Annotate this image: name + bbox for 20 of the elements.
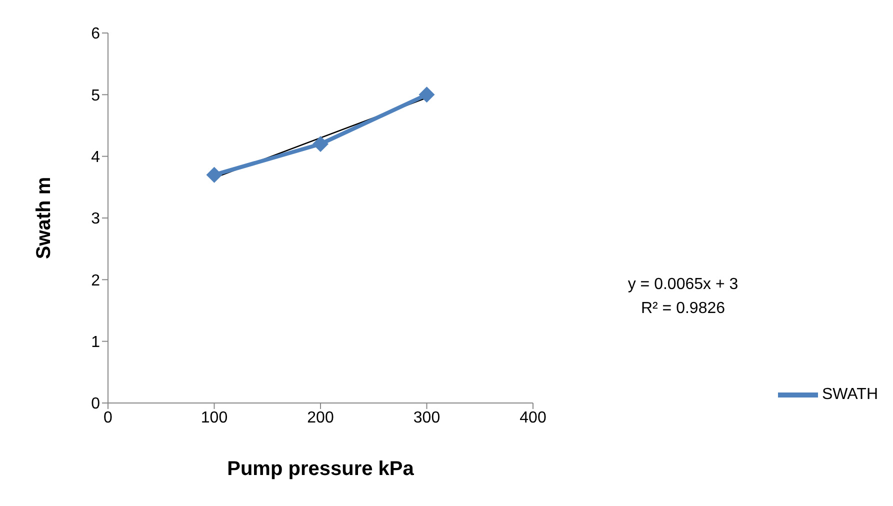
point <box>418 86 435 103</box>
y-tick-label: 4 <box>91 149 100 166</box>
text: y = 0.0065x + 3 <box>626 276 740 294</box>
y-tick-label: 5 <box>91 87 100 104</box>
y-tick-label: 3 <box>91 210 100 228</box>
y-tick-label: 1 <box>91 334 100 352</box>
x-tick-label: 0 <box>104 409 113 426</box>
x-tick-label: 300 <box>413 409 440 426</box>
y-tick-label: 2 <box>91 272 100 290</box>
y-axis-title: Swath m <box>33 176 56 260</box>
y-tick-label: 6 <box>91 26 100 43</box>
legend-label: SWATH <box>822 386 878 404</box>
point <box>312 136 328 152</box>
x-axis-title: Pump pressure kPa <box>227 458 415 480</box>
x-tick-label: 100 <box>200 409 228 426</box>
y-tick-label: 0 <box>91 396 100 413</box>
x-tick-label: 400 <box>520 409 546 426</box>
x-tick-label: 200 <box>307 409 334 426</box>
point <box>206 166 222 183</box>
text: R² = 0.9826 <box>640 300 726 318</box>
